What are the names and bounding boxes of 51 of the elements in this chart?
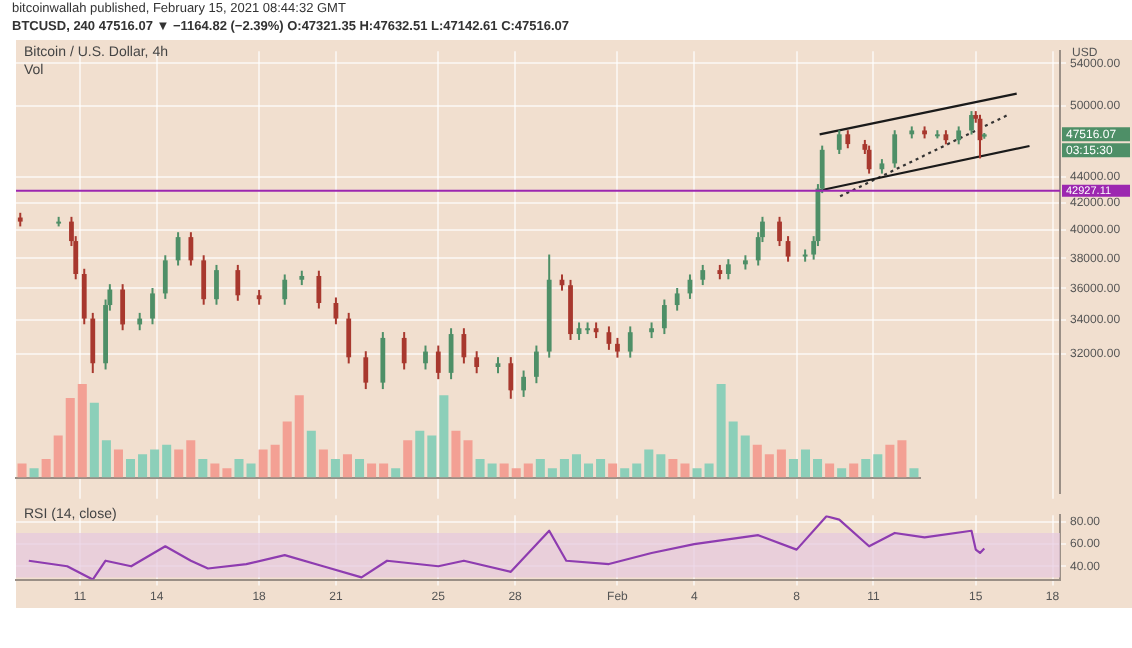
bar bbox=[29, 468, 39, 478]
bar bbox=[391, 468, 401, 478]
bar bbox=[837, 468, 847, 478]
bar bbox=[342, 454, 352, 478]
candlestick bbox=[627, 325, 633, 359]
candlestick bbox=[725, 258, 731, 281]
candlestick bbox=[969, 110, 974, 136]
candlestick bbox=[214, 263, 219, 306]
candlestick bbox=[435, 344, 441, 381]
candlestick bbox=[892, 129, 898, 169]
candlestick bbox=[188, 231, 194, 267]
bar bbox=[306, 430, 316, 478]
candlestick bbox=[700, 263, 706, 287]
candlestick bbox=[150, 287, 155, 326]
bar bbox=[909, 468, 919, 478]
candlestick bbox=[534, 344, 539, 385]
candlestick bbox=[661, 298, 667, 336]
candlestick bbox=[615, 336, 620, 359]
candlestick bbox=[674, 287, 680, 312]
candlestick bbox=[162, 254, 168, 300]
candlestick bbox=[120, 283, 126, 332]
bar bbox=[330, 458, 340, 478]
candlestick bbox=[423, 344, 428, 371]
candlestick bbox=[346, 311, 352, 365]
bar bbox=[403, 440, 413, 478]
bar bbox=[113, 449, 123, 478]
candlestick bbox=[380, 331, 386, 391]
candlestick bbox=[521, 369, 526, 398]
candlestick bbox=[836, 129, 842, 156]
candlestick bbox=[401, 331, 407, 371]
candlestick bbox=[508, 356, 514, 400]
bar bbox=[608, 463, 618, 478]
candlestick bbox=[201, 254, 207, 306]
candlestick bbox=[235, 263, 241, 302]
candlestick bbox=[90, 311, 96, 375]
candlestick bbox=[845, 129, 851, 150]
bar bbox=[825, 463, 835, 478]
candlestick bbox=[461, 327, 467, 365]
candlestick bbox=[802, 248, 808, 263]
candlestick bbox=[81, 267, 87, 326]
bar bbox=[355, 458, 365, 478]
candlestick bbox=[282, 273, 288, 306]
candlestick bbox=[316, 269, 322, 310]
bar bbox=[198, 458, 208, 478]
candlestick bbox=[474, 350, 480, 375]
candlestick bbox=[777, 215, 782, 248]
bar bbox=[849, 463, 859, 478]
candlestick bbox=[866, 144, 872, 175]
bar bbox=[17, 463, 27, 478]
bar bbox=[318, 449, 328, 478]
candlestick bbox=[363, 350, 369, 391]
